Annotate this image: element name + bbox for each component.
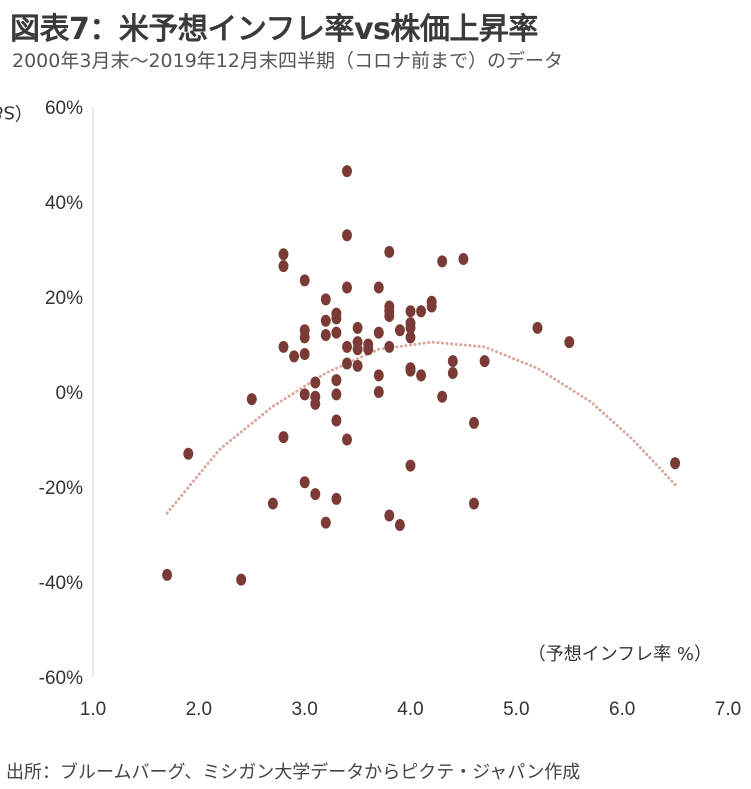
data-point: [416, 305, 427, 318]
data-point: [384, 245, 395, 258]
data-point: [352, 321, 363, 334]
data-point: [267, 497, 278, 510]
data-point: [479, 355, 490, 368]
data-point: [363, 343, 374, 356]
data-point: [373, 281, 384, 294]
data-point: [352, 343, 363, 356]
data-point: [246, 393, 257, 406]
data-point: [342, 433, 352, 446]
x-axis-label: （予想インフレ率 %）: [528, 644, 712, 665]
data-point: [405, 459, 416, 472]
data-point: [670, 457, 681, 470]
x-tick-label: 5.0: [503, 699, 529, 720]
data-point: [458, 253, 469, 265]
data-point: [342, 165, 352, 178]
data-point: [564, 336, 575, 349]
data-point: [405, 331, 416, 344]
data-point: [384, 509, 395, 522]
data-point: [331, 312, 342, 325]
y-tick-label: -20%: [39, 478, 83, 499]
data-point: [405, 364, 416, 377]
data-point: [342, 340, 352, 353]
data-point: [437, 255, 448, 268]
data-points: [162, 165, 681, 586]
data-point: [373, 369, 384, 382]
y-tick-label: 40%: [45, 193, 83, 214]
trend-curve: [165, 340, 677, 515]
data-point: [236, 573, 247, 586]
data-point: [278, 248, 289, 261]
data-point: [352, 359, 363, 372]
data-point: [331, 374, 342, 387]
data-point: [394, 519, 405, 531]
data-point: [394, 324, 405, 337]
data-point: [299, 348, 310, 360]
data-point: [469, 497, 479, 510]
data-point: [331, 388, 342, 401]
data-point: [373, 386, 384, 398]
data-point: [373, 326, 384, 339]
y-tick-label: -40%: [39, 573, 83, 594]
data-point: [278, 260, 289, 273]
data-point: [310, 397, 321, 410]
x-tick-label: 1.0: [80, 699, 106, 720]
data-point: [384, 340, 395, 353]
data-point: [310, 488, 321, 501]
data-point: [320, 314, 331, 327]
source-note: 出所：ブルームバーグ、ミシガン大学データからピクテ・ジャパン作成: [6, 762, 581, 783]
data-point: [469, 416, 479, 429]
data-point: [342, 229, 352, 242]
trend-line: [165, 340, 677, 515]
data-point: [426, 300, 437, 313]
data-point: [532, 321, 543, 334]
chart-title: 図表7：米予想インフレ率vs株価上昇率: [10, 12, 538, 47]
data-point: [320, 516, 331, 529]
data-point: [331, 326, 342, 339]
data-point: [331, 492, 342, 505]
x-tick-labels: 1.0 2.0 3.0 4.0 5.0 6.0 7.0: [80, 699, 741, 720]
y-tick-label: 20%: [45, 288, 83, 309]
chart-subtitle: 2000年3月末〜2019年12月末四半期（コロナ前まで）のデータ: [12, 50, 563, 72]
data-point: [320, 293, 331, 306]
x-tick-label: 2.0: [186, 699, 212, 720]
data-point: [278, 340, 289, 353]
x-tick-label: 4.0: [397, 699, 423, 720]
data-point: [416, 369, 427, 382]
data-point: [342, 281, 352, 294]
data-point: [299, 388, 310, 401]
data-point: [289, 350, 300, 363]
data-point: [310, 376, 321, 389]
y-tick-label: 0%: [56, 383, 84, 404]
data-point: [447, 355, 458, 368]
x-tick-label: 7.0: [715, 699, 741, 720]
data-point: [278, 431, 289, 444]
data-point: [384, 310, 395, 322]
data-point: [342, 357, 352, 370]
data-point: [447, 367, 458, 379]
x-tick-label: 3.0: [291, 699, 317, 720]
y-axis-label: （S&P500株価指数 前年同期比上昇率）: [0, 102, 33, 123]
y-tick-label: 60%: [45, 98, 83, 119]
x-tick-label: 6.0: [609, 699, 635, 720]
data-point: [299, 274, 310, 287]
y-tick-label: -60%: [39, 668, 83, 689]
y-tick-labels: 60% 40% 20% 0% -20% -40% -60%: [39, 98, 83, 689]
data-point: [183, 447, 194, 460]
data-point: [405, 321, 416, 334]
data-point: [299, 476, 310, 489]
data-point: [162, 568, 173, 581]
data-point: [320, 329, 331, 341]
data-point: [331, 414, 342, 427]
data-point: [299, 331, 310, 344]
data-point: [437, 390, 448, 403]
data-point: [405, 305, 416, 318]
